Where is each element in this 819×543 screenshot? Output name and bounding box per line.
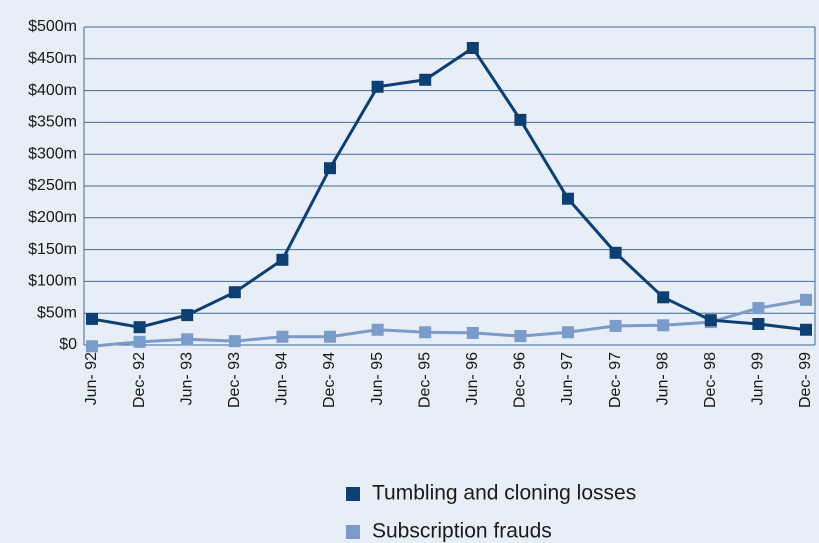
point-marker	[371, 80, 384, 93]
point-marker	[133, 321, 146, 334]
x-tick-label: Jun- 94	[274, 352, 291, 405]
x-tick-label: Jun- 96	[464, 352, 481, 405]
point-marker	[466, 326, 479, 339]
x-tick-label: Jun- 93	[178, 352, 195, 405]
y-tick-label: $200m	[28, 209, 77, 226]
point-marker	[419, 326, 432, 339]
legend-swatch	[346, 487, 360, 501]
point-marker	[276, 330, 289, 343]
point-marker	[514, 113, 527, 126]
y-tick-label: $450m	[28, 50, 77, 67]
point-marker	[562, 192, 574, 205]
point-marker	[86, 312, 98, 325]
point-marker	[181, 309, 194, 322]
y-tick-label: $50m	[37, 304, 77, 321]
point-marker	[181, 333, 194, 346]
x-tick-label: Dec- 95	[416, 352, 433, 408]
point-marker	[514, 330, 527, 343]
x-tick-label: Dec- 97	[607, 352, 624, 408]
point-marker	[324, 330, 336, 343]
y-tick-label: $400m	[28, 82, 77, 99]
x-tick-label: Jun- 92	[83, 352, 100, 405]
point-marker	[466, 41, 479, 54]
point-marker	[800, 323, 812, 336]
point-marker	[800, 293, 812, 306]
x-tick-label: Jun- 99	[750, 352, 767, 405]
x-tick-label: Dec- 98	[702, 352, 719, 408]
point-marker	[657, 291, 670, 304]
point-marker	[133, 335, 146, 348]
x-tick-label: Jun- 98	[654, 352, 671, 405]
point-marker	[228, 286, 241, 299]
y-tick-label: $350m	[28, 114, 77, 131]
point-marker	[609, 319, 622, 332]
legend-label: Subscription frauds	[372, 520, 552, 543]
point-marker	[657, 319, 670, 332]
series-line	[91, 45, 807, 332]
x-tick-label: Dec- 99	[797, 352, 814, 408]
x-tick-label: Jun- 97	[559, 352, 576, 405]
y-tick-label: $150m	[28, 241, 77, 258]
point-marker	[704, 314, 717, 327]
series-line	[91, 298, 807, 348]
y-tick-label: $250m	[28, 177, 77, 194]
point-marker	[752, 318, 765, 331]
y-tick-label: $300m	[28, 145, 77, 162]
point-marker	[324, 162, 336, 175]
point-marker	[371, 323, 384, 336]
point-marker	[752, 302, 765, 315]
legend-swatch	[346, 525, 360, 539]
point-marker	[419, 73, 432, 86]
x-tick-label: Dec- 96	[512, 352, 529, 408]
y-tick-label: $500m	[28, 18, 77, 35]
point-marker	[228, 335, 241, 348]
x-tick-label: Dec- 93	[226, 352, 243, 408]
x-tick-label: Dec- 94	[321, 352, 338, 408]
legend-label: Tumbling and cloning losses	[372, 482, 636, 505]
point-marker	[86, 340, 98, 353]
y-tick-label: $100m	[28, 273, 77, 290]
y-tick-label: $0	[59, 336, 77, 353]
point-marker	[562, 326, 574, 339]
x-tick-label: Dec- 92	[131, 352, 148, 408]
point-marker	[276, 253, 289, 266]
x-tick-label: Jun- 95	[369, 352, 386, 405]
point-marker	[609, 246, 622, 259]
